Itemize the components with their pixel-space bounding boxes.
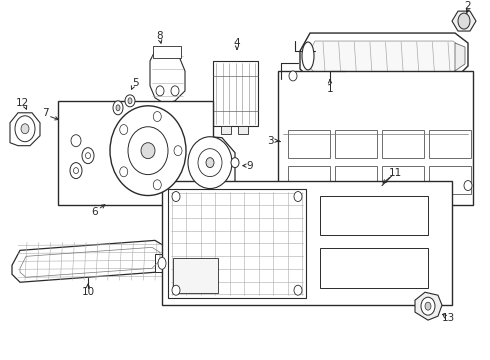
Ellipse shape <box>128 127 168 175</box>
Ellipse shape <box>125 95 135 107</box>
Bar <box>288 130 330 158</box>
Ellipse shape <box>421 297 435 315</box>
Polygon shape <box>308 41 462 73</box>
Bar <box>320 248 428 288</box>
Text: 11: 11 <box>389 168 402 177</box>
Ellipse shape <box>289 71 297 81</box>
Ellipse shape <box>198 149 222 177</box>
Polygon shape <box>370 79 400 86</box>
Polygon shape <box>415 292 442 320</box>
Bar <box>58 101 213 206</box>
Text: 8: 8 <box>157 31 163 41</box>
Ellipse shape <box>71 135 81 147</box>
Ellipse shape <box>302 42 314 70</box>
Bar <box>429 166 471 194</box>
Ellipse shape <box>82 148 94 164</box>
Ellipse shape <box>120 167 128 177</box>
Bar <box>320 195 428 235</box>
Text: 13: 13 <box>441 313 455 323</box>
Bar <box>153 46 181 58</box>
Ellipse shape <box>120 125 128 135</box>
Ellipse shape <box>70 163 82 179</box>
Ellipse shape <box>116 105 120 111</box>
Ellipse shape <box>231 158 239 168</box>
Ellipse shape <box>464 181 472 190</box>
Bar <box>213 61 258 126</box>
Bar <box>278 71 473 206</box>
Polygon shape <box>221 126 231 134</box>
Text: 5: 5 <box>132 78 138 88</box>
Ellipse shape <box>153 112 161 122</box>
Bar <box>429 130 471 158</box>
Ellipse shape <box>294 285 302 295</box>
Ellipse shape <box>425 302 431 310</box>
Ellipse shape <box>172 192 180 202</box>
Ellipse shape <box>294 192 302 202</box>
Ellipse shape <box>171 86 179 96</box>
Bar <box>335 166 377 194</box>
Polygon shape <box>238 126 248 134</box>
Bar <box>382 166 424 194</box>
Bar <box>335 130 377 158</box>
Ellipse shape <box>158 257 166 269</box>
Ellipse shape <box>458 13 470 29</box>
Text: 4: 4 <box>234 38 240 48</box>
Text: 6: 6 <box>92 207 98 217</box>
Bar <box>173 258 218 293</box>
Ellipse shape <box>15 116 35 142</box>
Text: 3: 3 <box>267 136 273 146</box>
Ellipse shape <box>128 98 132 104</box>
Text: 12: 12 <box>15 98 28 108</box>
Ellipse shape <box>188 137 232 189</box>
Ellipse shape <box>113 101 123 115</box>
Polygon shape <box>178 136 235 188</box>
Bar <box>288 166 330 194</box>
Bar <box>168 189 306 298</box>
Text: 10: 10 <box>81 287 95 297</box>
Text: 7: 7 <box>42 108 49 118</box>
Polygon shape <box>12 240 168 282</box>
Polygon shape <box>150 48 185 104</box>
Bar <box>155 254 169 272</box>
Polygon shape <box>455 43 465 71</box>
Ellipse shape <box>74 168 78 174</box>
Bar <box>382 130 424 158</box>
Ellipse shape <box>85 153 91 159</box>
Ellipse shape <box>141 143 155 159</box>
Polygon shape <box>300 33 468 79</box>
Ellipse shape <box>153 180 161 190</box>
Ellipse shape <box>156 86 164 96</box>
Bar <box>162 181 452 305</box>
Ellipse shape <box>110 106 186 195</box>
Ellipse shape <box>172 285 180 295</box>
Polygon shape <box>10 113 40 146</box>
Text: 1: 1 <box>327 84 333 94</box>
Ellipse shape <box>21 124 29 134</box>
Ellipse shape <box>206 158 214 168</box>
Polygon shape <box>452 11 476 31</box>
Ellipse shape <box>174 146 182 156</box>
Text: 9: 9 <box>246 161 253 171</box>
Text: 2: 2 <box>465 1 471 11</box>
